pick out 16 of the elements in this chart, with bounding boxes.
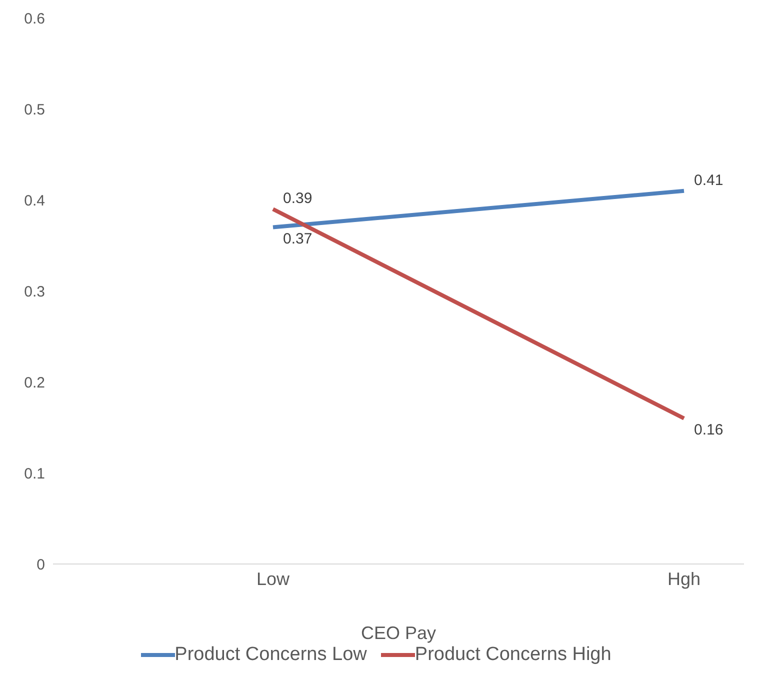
- y-tick-label: 0.5: [24, 101, 45, 118]
- y-tick-label: 0.1: [24, 465, 45, 482]
- data-label: 0.41: [694, 172, 724, 189]
- x-axis-title: CEO Pay: [360, 623, 436, 643]
- y-tick-label: 0.3: [24, 283, 45, 300]
- x-tick-label: Low: [256, 568, 291, 589]
- legend-label: Product Concerns Low: [174, 644, 367, 666]
- y-tick-label: 0.2: [24, 374, 45, 392]
- legend-label: Product Concerns High: [414, 644, 612, 666]
- data-label: 0.37: [283, 230, 312, 248]
- x-tick-label: Hgh: [667, 568, 701, 589]
- data-label: 0.16: [694, 421, 724, 438]
- y-tick-label: 0.6: [24, 10, 45, 28]
- data-label: 0.39: [283, 190, 312, 208]
- y-tick-label: 0.4: [24, 192, 45, 210]
- y-tick-label: 0: [36, 556, 45, 574]
